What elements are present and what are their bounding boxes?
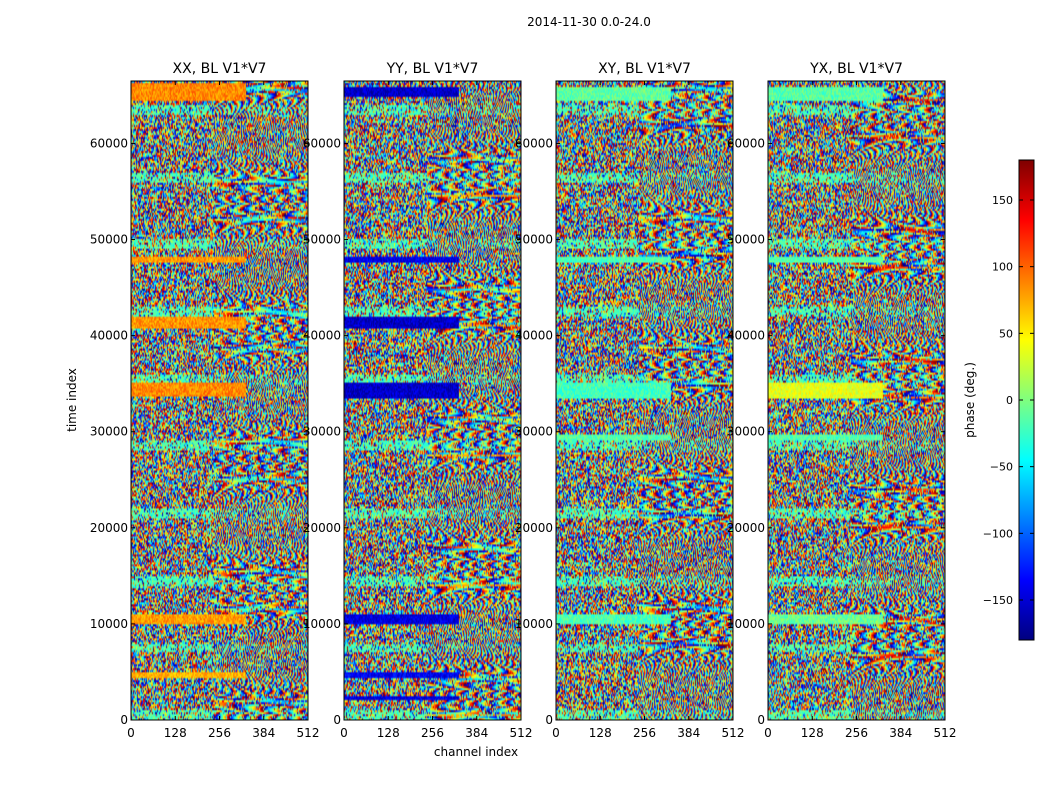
panel-2: YY, BL V1*V7 0 128 256 384 512 0 10000 20000 3000… [303, 61, 533, 740]
y-tick-label: 60000 [303, 136, 341, 150]
y-tick-label: 30000 [515, 425, 553, 439]
x-tick-label: 384 [677, 726, 700, 740]
y-tick-label: 40000 [90, 329, 128, 343]
colorbar: 150 100 50 0 −50 −100 −150 phase (deg.) [963, 159, 1035, 641]
x-tick-label: 512 [297, 726, 320, 740]
y-tick-label: 0 [757, 713, 765, 727]
colorbar-tick-label: 100 [992, 261, 1013, 274]
y-tick-label: 0 [120, 713, 128, 727]
panel-title: YX, BL V1*V7 [809, 61, 903, 77]
colorbar-tick-label: 0 [1006, 394, 1013, 407]
y-tick-label: 10000 [515, 617, 553, 631]
y-tick-label: 20000 [90, 521, 128, 535]
y-tick-label: 40000 [515, 329, 553, 343]
panel-heatmap [768, 81, 945, 720]
x-tick-label: 128 [801, 726, 824, 740]
y-tick-label: 0 [545, 713, 553, 727]
colorbar-tick-label: −150 [983, 594, 1013, 607]
panel-3: XY, BL V1*V7 0 128 256 384 512 0 10000 20000 3000… [515, 61, 745, 740]
x-tick-label: 128 [589, 726, 612, 740]
panels-group: XX, BL V1*V7 0 128 256 384 512 0 10000 20000 3000… [90, 61, 957, 740]
y-tick-label: 30000 [303, 425, 341, 439]
x-tick-label: 0 [127, 726, 135, 740]
x-tick-label: 0 [552, 726, 560, 740]
x-tick-label: 0 [764, 726, 772, 740]
x-tick-label: 512 [934, 726, 957, 740]
y-tick-label: 30000 [90, 425, 128, 439]
x-tick-label: 384 [252, 726, 275, 740]
panel-title: XY, BL V1*V7 [598, 61, 691, 77]
x-tick-label: 256 [845, 726, 868, 740]
panel-1: XX, BL V1*V7 0 128 256 384 512 0 10000 20000 3000… [90, 61, 320, 740]
y-tick-label: 10000 [90, 617, 128, 631]
y-tick-label: 20000 [515, 521, 553, 535]
colorbar-label: phase (deg.) [963, 362, 977, 438]
x-axis-label: channel index [434, 745, 518, 759]
y-tick-label: 10000 [727, 617, 765, 631]
panel-heatmap [556, 81, 733, 720]
y-tick-label: 20000 [727, 521, 765, 535]
figure-title: 2014-11-30 0.0-24.0 [527, 15, 651, 29]
x-tick-label: 384 [465, 726, 488, 740]
y-tick-label: 40000 [303, 329, 341, 343]
x-tick-label: 512 [722, 726, 745, 740]
y-tick-label: 60000 [515, 136, 553, 150]
panel-title: XX, BL V1*V7 [173, 61, 267, 77]
x-tick-label: 0 [340, 726, 348, 740]
panel-heatmap [131, 81, 308, 720]
x-tick-label: 128 [164, 726, 187, 740]
colorbar-tick-label: 50 [999, 327, 1013, 340]
y-tick-label: 30000 [727, 425, 765, 439]
panel-4: YX, BL V1*V7 0 128 256 384 512 0 10000 20000 3000… [727, 61, 957, 740]
x-tick-label: 128 [377, 726, 400, 740]
y-tick-label: 60000 [727, 136, 765, 150]
colorbar-tick-label: −50 [990, 461, 1013, 474]
colorbar-tick-label: 150 [992, 194, 1013, 207]
panel-heatmap [344, 81, 521, 720]
x-tick-label: 256 [633, 726, 656, 740]
y-tick-label: 0 [333, 713, 341, 727]
y-tick-label: 50000 [515, 233, 553, 247]
panel-title: YY, BL V1*V7 [386, 61, 479, 77]
y-tick-label: 60000 [90, 136, 128, 150]
x-tick-label: 256 [208, 726, 231, 740]
y-axis-label: time index [65, 368, 79, 432]
y-tick-label: 50000 [90, 233, 128, 247]
y-tick-label: 50000 [727, 233, 765, 247]
y-tick-label: 40000 [727, 329, 765, 343]
x-tick-label: 512 [510, 726, 533, 740]
y-tick-label: 50000 [303, 233, 341, 247]
x-tick-label: 256 [421, 726, 444, 740]
colorbar-tick-label: −100 [983, 527, 1013, 540]
x-tick-label: 384 [889, 726, 912, 740]
y-tick-label: 20000 [303, 521, 341, 535]
y-tick-label: 10000 [303, 617, 341, 631]
